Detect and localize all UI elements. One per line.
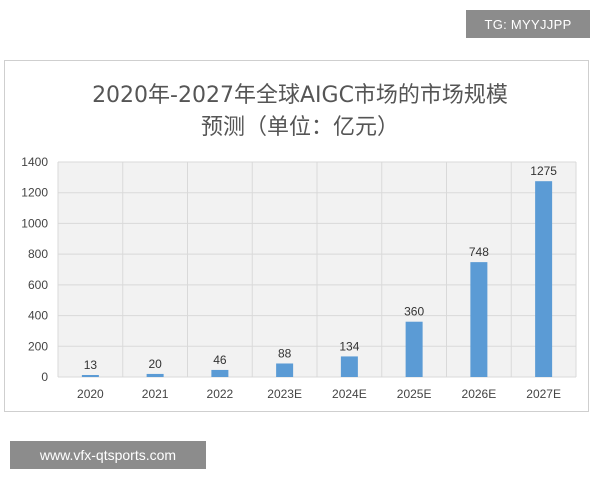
y-tick-label: 1400 [21, 155, 48, 169]
y-tick-label: 0 [41, 370, 48, 384]
bar [405, 321, 423, 377]
chart-title-line1: 2020年-2027年全球AIGC市场的市场规模 [92, 83, 508, 108]
data-label: 88 [278, 346, 292, 360]
y-tick-label: 1200 [21, 186, 48, 200]
bar [340, 356, 358, 377]
y-tick-label: 400 [28, 309, 48, 323]
x-tick-label: 2020 [77, 387, 104, 401]
bar [535, 181, 553, 377]
x-tick-label: 2022 [207, 387, 234, 401]
watermark-top: TG: MYYJJPP [466, 10, 590, 38]
x-tick-label: 2026E [462, 387, 497, 401]
data-label: 360 [404, 305, 424, 319]
data-label: 748 [469, 245, 489, 259]
x-tick-label: 2025E [397, 387, 432, 401]
y-tick-label: 800 [28, 247, 48, 261]
data-label: 20 [148, 357, 162, 371]
bar [211, 369, 229, 377]
bar [276, 363, 294, 377]
data-label: 1275 [530, 164, 557, 178]
bar [470, 262, 488, 377]
watermark-bottom: www.vfx-qtsports.com [10, 441, 206, 469]
bar [146, 373, 164, 377]
data-label: 46 [213, 353, 227, 367]
y-tick-label: 600 [28, 278, 48, 292]
bar [81, 375, 99, 377]
x-tick-label: 2024E [332, 387, 367, 401]
data-label: 13 [84, 358, 98, 372]
x-tick-label: 2023E [267, 387, 302, 401]
data-label: 134 [339, 339, 359, 353]
x-tick-label: 2027E [526, 387, 561, 401]
y-tick-label: 1000 [21, 216, 48, 230]
y-tick-label: 200 [28, 339, 48, 353]
x-tick-label: 2021 [142, 387, 169, 401]
chart-title-line2: 预测（单位：亿元） [200, 115, 399, 140]
